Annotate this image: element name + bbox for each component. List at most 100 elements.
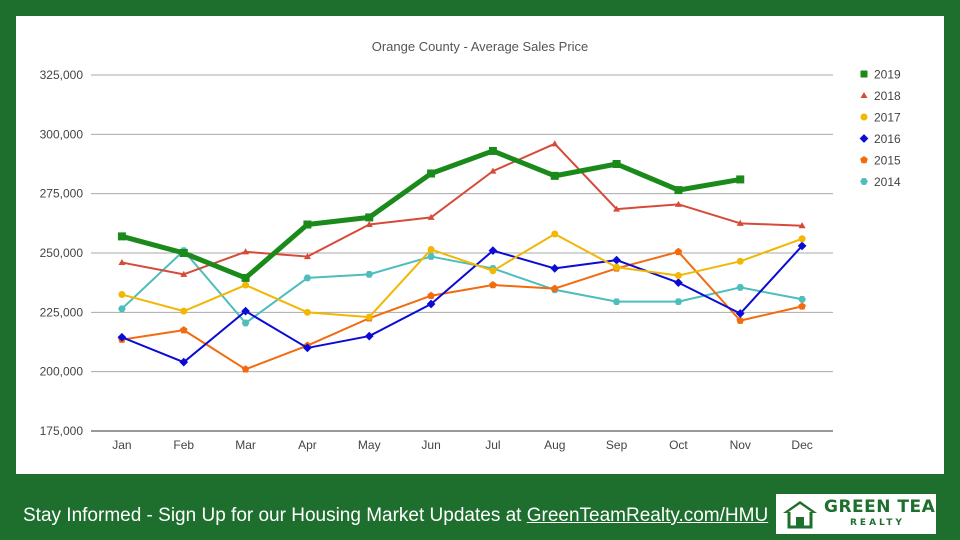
data-point <box>427 245 435 253</box>
data-point <box>488 246 498 255</box>
legend: 2019 2018 2017 2016 2015 2014 <box>859 68 901 189</box>
data-point <box>551 230 559 238</box>
y-tick-label: 175,000 <box>40 424 84 438</box>
x-tick-label: Jun <box>421 438 440 452</box>
legend-item-2014: 2014 <box>860 175 901 189</box>
x-tick-label: Dec <box>791 438 812 452</box>
legend-item-2019: 2019 <box>860 68 901 82</box>
legend-label: 2016 <box>874 132 901 146</box>
x-tick-label: Jul <box>485 438 500 452</box>
data-point <box>427 253 435 260</box>
y-tick-label: 200,000 <box>40 365 84 379</box>
data-point <box>736 257 744 265</box>
data-point <box>241 365 250 373</box>
data-point <box>179 326 188 334</box>
x-tick-label: Jan <box>112 438 131 452</box>
y-axis-ticks: 175,000 200,000 225,000 250,000 275,000 300,0… <box>40 68 84 438</box>
data-point <box>489 281 497 289</box>
legend-label: 2015 <box>874 154 901 168</box>
series-2015 <box>118 247 806 373</box>
data-point <box>612 298 621 305</box>
data-point <box>242 248 250 255</box>
y-tick-label: 325,000 <box>40 68 84 82</box>
legend-label: 2014 <box>874 175 901 189</box>
series-line-2014 <box>121 249 803 325</box>
series-2019 <box>117 146 745 282</box>
series-2018 <box>118 140 806 277</box>
data-point <box>303 274 312 282</box>
legend-marker <box>860 178 868 185</box>
legend-item-2015: 2015 <box>860 154 901 168</box>
data-point <box>241 306 250 316</box>
data-point <box>427 213 435 220</box>
footer-text: Stay Informed - Sign Up for our Housing … <box>23 505 527 526</box>
data-point <box>674 298 683 305</box>
logo-text-sub: REALTY <box>850 518 905 528</box>
data-point <box>612 255 621 265</box>
signup-link[interactable]: GreenTeamRealty.com/HMU <box>526 505 769 526</box>
data-point <box>612 160 621 168</box>
legend-label: 2017 <box>874 111 901 125</box>
data-point <box>613 263 621 271</box>
data-point <box>179 249 188 257</box>
green-team-realty-logo[interactable]: GREEN TEAM REALTY <box>776 494 952 534</box>
footer-message: Stay Informed - Sign Up for our Housing … <box>23 505 768 527</box>
house-icon <box>783 501 817 529</box>
data-point <box>427 169 436 178</box>
data-point <box>736 284 745 291</box>
data-point <box>241 273 250 282</box>
data-point <box>674 278 683 288</box>
legend-item-2018: 2018 <box>860 89 901 103</box>
data-point <box>241 319 250 327</box>
series-line-2018 <box>121 142 803 276</box>
data-point <box>179 357 189 367</box>
x-tick-label: Aug <box>544 438 565 452</box>
x-tick-label: Nov <box>730 438 751 452</box>
series-2017 <box>118 230 806 321</box>
x-tick-label: Sep <box>606 438 628 452</box>
data-point <box>798 222 806 229</box>
data-point <box>798 235 806 243</box>
x-tick-label: May <box>358 438 381 452</box>
data-point <box>613 205 621 212</box>
data-point <box>735 309 745 318</box>
data-point <box>180 307 188 315</box>
legend-label: 2019 <box>874 68 901 82</box>
data-point <box>426 299 436 309</box>
data-point <box>489 267 497 275</box>
data-point <box>365 271 374 278</box>
chart-panel: Orange County - Average Sales Price 175,… <box>16 16 944 474</box>
sales-price-line-chart: Orange County - Average Sales Price 175,… <box>40 39 901 452</box>
data-point <box>489 167 497 174</box>
data-point <box>736 219 744 226</box>
data-point <box>303 253 311 260</box>
x-tick-label: Mar <box>235 438 256 452</box>
data-point <box>118 291 126 299</box>
data-point <box>365 213 374 222</box>
legend-label: 2018 <box>874 89 901 103</box>
legend-marker <box>860 70 868 78</box>
data-point <box>365 313 373 321</box>
data-point <box>427 291 435 299</box>
series-line-2015 <box>121 250 803 371</box>
x-tick-label: Feb <box>173 438 194 452</box>
data-point <box>550 171 559 180</box>
data-point <box>364 331 374 341</box>
x-tick-label: Apr <box>298 438 317 452</box>
x-tick-label: Oct <box>669 438 688 452</box>
y-tick-label: 300,000 <box>40 127 84 141</box>
legend-marker <box>860 91 868 99</box>
series-lines <box>117 140 807 373</box>
data-point <box>488 146 497 155</box>
series-line-2017 <box>121 233 803 319</box>
data-point <box>365 221 373 228</box>
data-point <box>550 264 560 273</box>
x-axis-ticks: Jan Feb Mar Apr May Jun Jul Aug Sep Oct Nov Dec <box>112 438 813 452</box>
series-2016 <box>117 241 807 367</box>
logo-text-main: GREEN TEAM <box>824 497 953 517</box>
legend-marker <box>860 113 868 121</box>
data-point <box>736 316 745 324</box>
gridlines <box>91 74 833 432</box>
data-point <box>736 175 745 184</box>
data-point <box>242 281 250 289</box>
